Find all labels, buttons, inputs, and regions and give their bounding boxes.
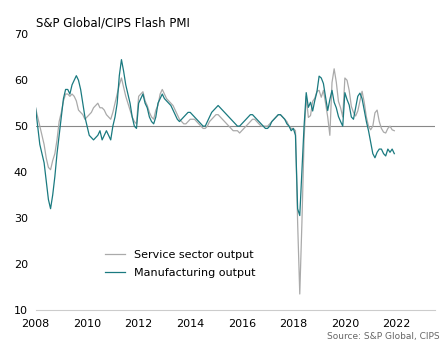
Line: Manufacturing output: Manufacturing output <box>36 60 394 216</box>
Legend: Service sector output, Manufacturing output: Service sector output, Manufacturing out… <box>101 245 260 282</box>
Service sector output <box>97 106 103 110</box>
Text: Source: S&P Global, CIPS: Source: S&P Global, CIPS <box>327 332 440 341</box>
Line: Service sector output: Service sector output <box>36 69 394 294</box>
Manufacturing output <box>119 57 124 62</box>
Service sector output <box>136 94 141 98</box>
Service sector output <box>392 129 397 133</box>
Manufacturing output <box>158 97 163 101</box>
Manufacturing output <box>297 214 302 218</box>
Service sector output <box>332 67 337 71</box>
Service sector output <box>33 106 38 110</box>
Manufacturing output <box>239 122 245 126</box>
Text: S&P Global/CIPS Flash PMI: S&P Global/CIPS Flash PMI <box>36 16 190 29</box>
Manufacturing output <box>323 95 328 99</box>
Manufacturing output <box>138 97 143 101</box>
Service sector output <box>243 124 249 128</box>
Manufacturing output <box>392 152 397 156</box>
Service sector output <box>155 104 161 108</box>
Manufacturing output <box>246 115 251 119</box>
Service sector output <box>297 292 302 296</box>
Manufacturing output <box>33 106 38 110</box>
Service sector output <box>237 131 242 135</box>
Manufacturing output <box>97 129 103 133</box>
Service sector output <box>321 88 326 93</box>
